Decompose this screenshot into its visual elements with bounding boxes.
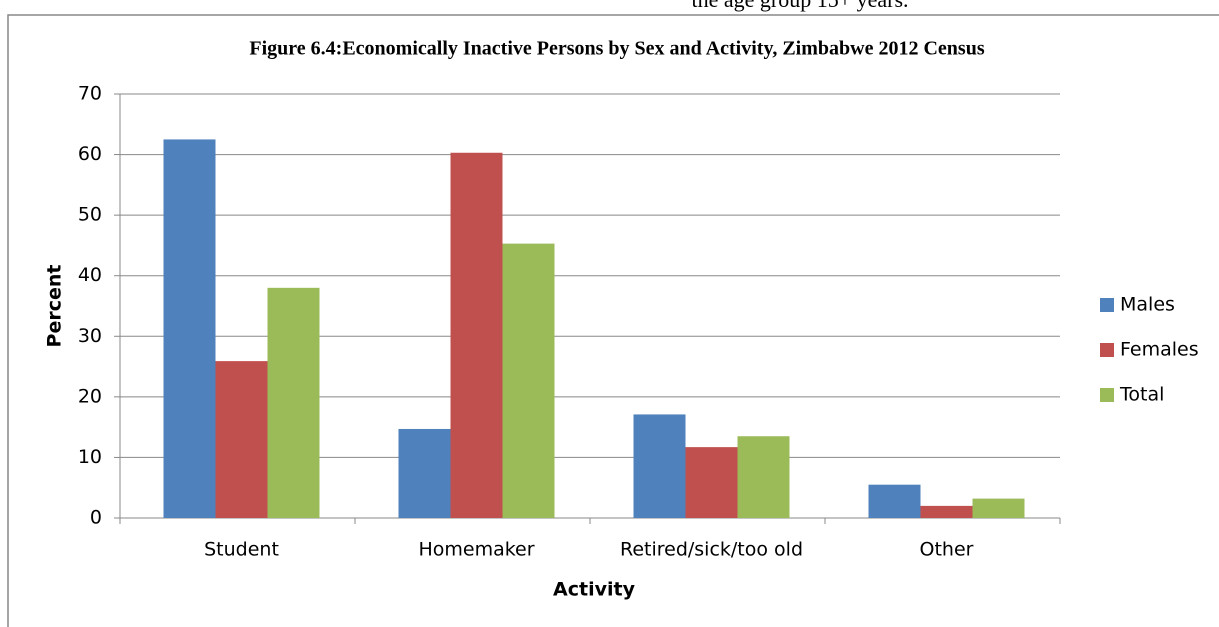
x-tick-label: Retired/sick/too old: [620, 539, 803, 561]
y-tick-label: 60: [78, 143, 102, 165]
bar: [737, 436, 790, 518]
y-tick-label: 50: [78, 204, 102, 226]
y-tick-label: 40: [78, 264, 102, 286]
y-tick-label: 0: [90, 507, 102, 529]
legend-label: Total: [1119, 384, 1164, 406]
y-axis-label: Percent: [44, 265, 66, 348]
bar: [685, 447, 738, 518]
y-tick-label: 10: [78, 446, 102, 468]
y-tick-label: 20: [78, 385, 102, 407]
x-tick-label: Student: [204, 539, 279, 561]
bar: [920, 505, 973, 518]
bar: [972, 498, 1025, 518]
chart-title: Figure 6.4:Economically Inactive Persons…: [249, 38, 984, 60]
bar: [502, 243, 555, 518]
top-text: the age group 15+ years.: [691, 0, 908, 12]
bar: [163, 139, 216, 518]
y-tick-label: 30: [78, 325, 102, 347]
legend-swatch: [1100, 388, 1114, 402]
legend-swatch: [1100, 298, 1114, 312]
bar: [398, 428, 451, 518]
legend-label: Males: [1120, 294, 1175, 316]
legend-swatch: [1100, 343, 1114, 357]
legend-label: Females: [1120, 339, 1199, 361]
bar: [450, 152, 503, 519]
bar: [267, 287, 320, 518]
x-axis-label: Activity: [553, 579, 636, 601]
bar: [215, 361, 268, 518]
x-tick-label: Homemaker: [418, 539, 534, 561]
y-tick-label: 70: [78, 83, 102, 105]
bar: [868, 484, 921, 518]
bar: [633, 414, 686, 518]
x-tick-label: Other: [920, 539, 974, 561]
